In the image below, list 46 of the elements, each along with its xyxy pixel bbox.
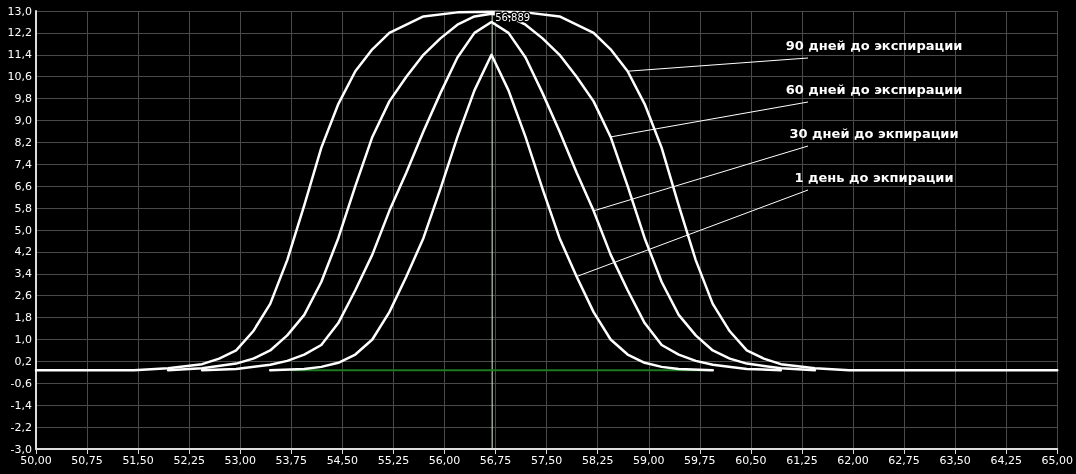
y-tick-label: 10,6 (7, 70, 32, 84)
annotation: 60 дней до экспирации (785, 81, 963, 97)
y-tick-label: -1,4 (10, 398, 32, 412)
annotation: 1 день до экпирации (794, 169, 954, 185)
y-tick-label: -0,6 (10, 376, 32, 390)
x-tick-label: 62,00 (837, 454, 869, 467)
x-tick-label: 58,25 (581, 454, 614, 467)
y-tick-label: 0,2 (14, 354, 32, 368)
x-tick-label: 50,00 (20, 454, 52, 467)
annotation: 30 дней до экпирации (789, 125, 959, 141)
x-tick-label: 65,00 (1041, 454, 1073, 467)
y-tick-label: 7,4 (14, 157, 32, 171)
y-tick-label: 1,8 (14, 311, 32, 325)
x-tick-label: 56,75 (479, 454, 512, 467)
y-tick-label: 9,8 (14, 92, 32, 106)
x-tick-label: 61,25 (786, 454, 818, 467)
x-tick-label: 52,25 (173, 454, 205, 467)
y-tick-label: 8,2 (14, 135, 32, 149)
y-tick-label: 5,8 (14, 201, 32, 215)
x-tick-label: 53,00 (224, 454, 256, 467)
x-tick-label: 59,75 (684, 454, 716, 467)
y-tick-label: -2,2 (10, 420, 32, 434)
x-tick-label: 60,50 (735, 454, 767, 467)
annotation: 90 дней до экспирации (785, 37, 963, 53)
y-tick-label: 6,6 (14, 179, 32, 193)
y-tick-label: -3,0 (10, 442, 32, 456)
y-tick-label: 5,0 (14, 223, 32, 237)
x-tick-label: 54,50 (326, 454, 359, 467)
y-tick-label: 3,4 (14, 267, 32, 281)
y-tick-label: 12,2 (7, 26, 32, 40)
x-tick-label: 56,00 (428, 454, 461, 467)
y-tick-label: 11,4 (7, 48, 32, 62)
x-tick-label: 55,25 (377, 454, 410, 467)
x-tick-label: 63,50 (939, 454, 971, 467)
y-tick-label: 13,0 (7, 4, 32, 18)
x-tick-label: 57,50 (530, 454, 563, 467)
y-tick-label: 9,0 (14, 114, 32, 127)
y-tick-label: 4,2 (14, 245, 32, 259)
y-tick-label: 2,6 (14, 289, 32, 303)
x-tick-label: 64,25 (990, 454, 1022, 467)
x-tick-label: 53,75 (275, 454, 308, 467)
x-tick-label: 59,00 (633, 454, 665, 467)
x-tick-label: 51,50 (122, 454, 154, 467)
y-tick-label: 1,0 (14, 333, 32, 346)
x-tick-label: 62,75 (888, 454, 920, 467)
x-tick-label: 50,75 (71, 454, 103, 467)
